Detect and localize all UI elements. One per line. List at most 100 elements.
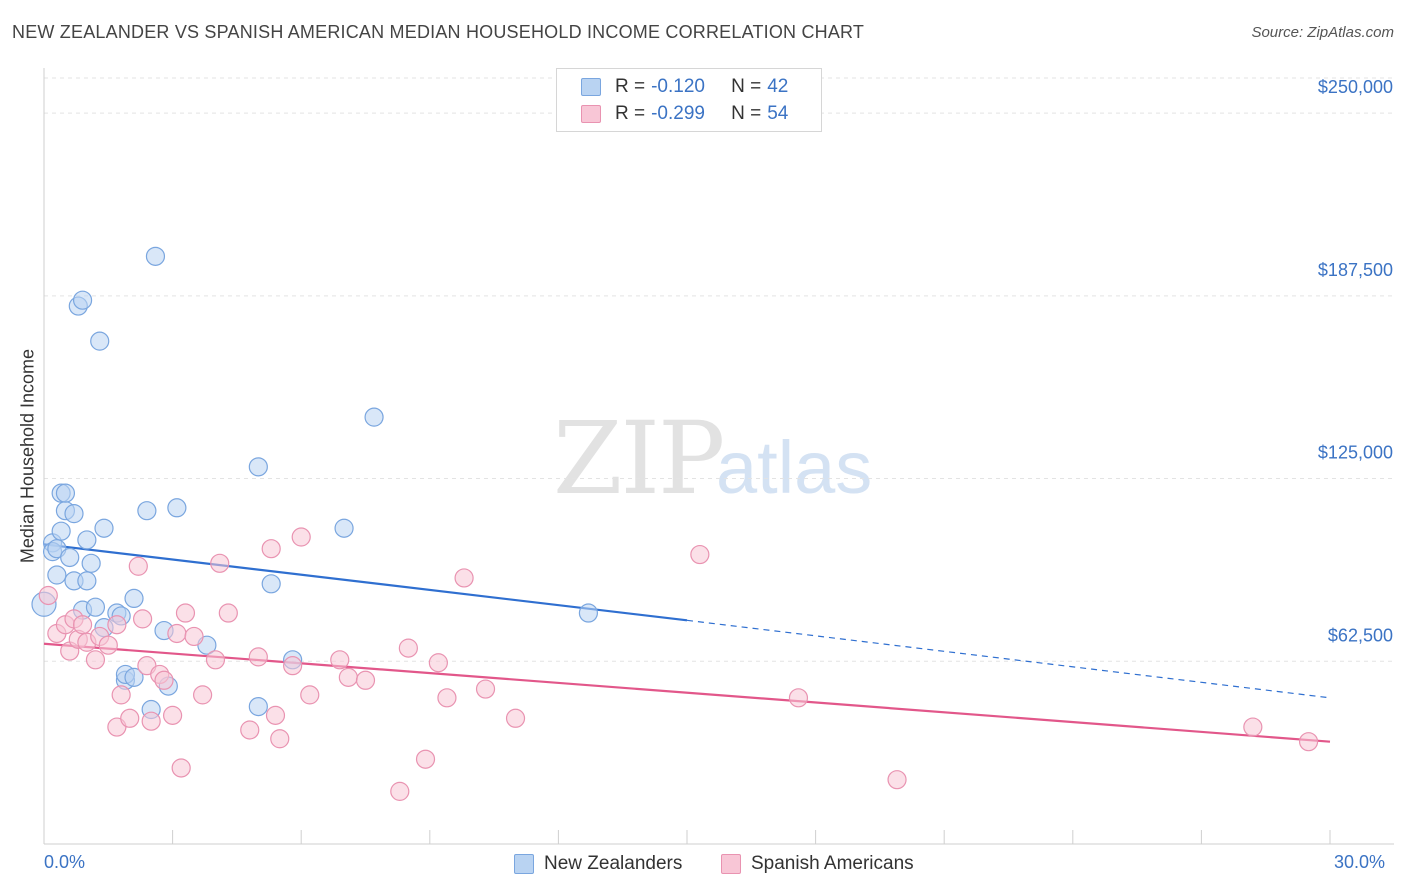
- point-spanish-americans: [1243, 717, 1263, 737]
- point-spanish-americans: [415, 749, 436, 769]
- trend-line-new-zealanders-extension: [686, 619, 1331, 699]
- point-spanish-americans: [283, 656, 303, 676]
- point-new-zealanders: [77, 571, 97, 591]
- point-new-zealanders: [85, 597, 106, 617]
- y-tick-labels: $62,500 $125,000 $187,500 $250,000: [1318, 77, 1393, 645]
- data-points: [31, 246, 1319, 801]
- point-spanish-americans: [85, 650, 106, 670]
- point-spanish-americans: [218, 603, 238, 623]
- bottom-legend-swatch-pink: [721, 854, 741, 874]
- x-tick-label-max: 30.0%: [1334, 852, 1386, 872]
- point-spanish-americans: [261, 539, 281, 559]
- axes: [43, 68, 1394, 845]
- legend-r-value: -0.299: [651, 103, 705, 124]
- bottom-legend-new-zealanders: New Zealanders: [514, 852, 682, 876]
- gridlines: [44, 77, 1394, 662]
- point-new-zealanders: [334, 518, 354, 538]
- legend: R = -0.120 N = 42 R = -0.299 N = 54: [556, 68, 822, 132]
- point-spanish-americans: [398, 638, 418, 658]
- legend-r-value: -0.120: [651, 76, 705, 97]
- point-spanish-americans: [788, 688, 809, 708]
- point-new-zealanders: [47, 565, 67, 585]
- point-new-zealanders: [578, 603, 599, 623]
- point-spanish-americans: [475, 679, 496, 699]
- point-new-zealanders: [60, 547, 80, 568]
- point-new-zealanders: [72, 290, 93, 310]
- bottom-legend-label: Spanish Americans: [751, 853, 914, 874]
- point-spanish-americans: [107, 615, 127, 635]
- watermark-zip: ZIP: [553, 400, 725, 517]
- point-spanish-americans: [111, 685, 131, 705]
- point-new-zealanders: [145, 246, 166, 266]
- point-spanish-americans: [428, 653, 448, 673]
- point-spanish-americans: [141, 711, 161, 731]
- point-new-zealanders: [364, 407, 384, 427]
- point-new-zealanders: [167, 498, 187, 518]
- point-new-zealanders: [55, 483, 76, 503]
- point-spanish-americans: [163, 705, 183, 725]
- point-spanish-americans: [171, 758, 191, 778]
- point-spanish-americans: [193, 685, 213, 705]
- point-spanish-americans: [454, 568, 474, 588]
- point-spanish-americans: [175, 603, 196, 623]
- point-spanish-americans: [291, 527, 311, 547]
- point-spanish-americans: [355, 670, 376, 690]
- legend-row-new-zealanders: R = -0.120 N = 42: [581, 76, 788, 98]
- point-new-zealanders: [261, 574, 281, 594]
- point-spanish-americans: [205, 650, 226, 670]
- point-new-zealanders: [51, 521, 71, 541]
- y-tick-label: $187,500: [1318, 260, 1393, 280]
- point-spanish-americans: [248, 647, 268, 667]
- point-spanish-americans: [1298, 732, 1319, 752]
- trend-line-new-zealanders: [43, 543, 688, 622]
- point-spanish-americans: [887, 770, 907, 790]
- legend-row-spanish-americans: R = -0.299 N = 54: [581, 103, 788, 125]
- y-tick-label: $125,000: [1318, 443, 1393, 463]
- legend-n-value: 42: [767, 76, 789, 97]
- point-spanish-americans: [72, 615, 93, 635]
- trend-lines: [43, 543, 1331, 743]
- legend-n-label: N =: [731, 103, 762, 124]
- point-spanish-americans: [330, 650, 350, 670]
- point-new-zealanders: [137, 501, 157, 521]
- point-new-zealanders: [248, 457, 268, 477]
- legend-swatch-blue: [581, 78, 601, 96]
- point-new-zealanders: [81, 553, 101, 573]
- legend-n-value: 54: [767, 103, 789, 124]
- point-spanish-americans: [437, 688, 457, 708]
- point-new-zealanders: [64, 504, 84, 524]
- point-new-zealanders: [124, 588, 144, 609]
- point-spanish-americans: [154, 670, 174, 690]
- chart-title: NEW ZEALANDER VS SPANISH AMERICAN MEDIAN…: [12, 22, 865, 42]
- point-new-zealanders: [124, 667, 144, 687]
- y-tick-label: $62,500: [1328, 625, 1393, 645]
- point-spanish-americans: [240, 720, 260, 740]
- point-spanish-americans: [120, 708, 140, 728]
- x-tick-label-min: 0.0%: [44, 852, 86, 872]
- point-spanish-americans: [38, 585, 58, 606]
- bottom-legend-swatch-blue: [514, 854, 534, 874]
- bottom-legend-spanish-americans: Spanish Americans: [721, 852, 914, 876]
- y-tick-label: $250,000: [1318, 77, 1393, 97]
- watermark-atlas: atlas: [716, 426, 873, 509]
- trend-line-spanish-americans: [43, 642, 1331, 743]
- bottom-legend-label: New Zealanders: [544, 853, 683, 874]
- point-spanish-americans: [210, 553, 230, 573]
- point-new-zealanders: [248, 696, 268, 717]
- legend-n-label: N =: [731, 76, 762, 97]
- point-spanish-americans: [690, 544, 710, 565]
- point-new-zealanders: [90, 331, 110, 351]
- legend-r-label: R =: [615, 76, 646, 97]
- point-spanish-americans: [505, 708, 526, 728]
- point-spanish-americans: [128, 556, 148, 576]
- point-spanish-americans: [184, 626, 204, 647]
- point-spanish-americans: [270, 729, 290, 749]
- legend-r-label: R =: [615, 103, 646, 124]
- point-spanish-americans: [132, 609, 153, 629]
- point-spanish-americans: [338, 667, 358, 687]
- source-label: Source: ZipAtlas.com: [1251, 24, 1394, 41]
- legend-swatch-pink: [581, 105, 601, 123]
- point-new-zealanders: [77, 530, 97, 550]
- point-spanish-americans: [167, 623, 187, 644]
